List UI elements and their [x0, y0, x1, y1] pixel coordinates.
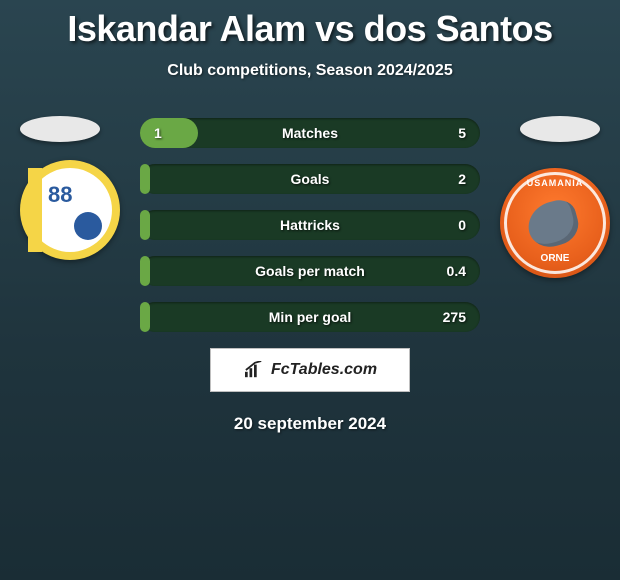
flag-left	[20, 116, 100, 142]
attribution-text: FcTables.com	[271, 361, 377, 379]
stat-value-right: 2	[458, 164, 466, 194]
club-badge-right: USAMANIA ORNE	[500, 168, 610, 278]
stat-value-right: 5	[458, 118, 466, 148]
stat-row: Min per goal275	[140, 302, 480, 332]
stat-row: Goals per match0.4	[140, 256, 480, 286]
badge-right-top-text: USAMANIA	[500, 178, 610, 188]
stat-label: Goals per match	[140, 256, 480, 286]
badge-left-number: 88	[48, 182, 72, 208]
stat-label: Min per goal	[140, 302, 480, 332]
soccer-ball-icon	[74, 212, 102, 240]
page-title: Iskandar Alam vs dos Santos	[0, 0, 620, 50]
attribution-box: FcTables.com	[210, 348, 410, 392]
chart-icon	[243, 361, 265, 379]
club-badge-left: 88	[20, 160, 120, 260]
badge-right-bottom-text: ORNE	[500, 253, 610, 264]
subtitle: Club competitions, Season 2024/2025	[0, 62, 620, 80]
stat-label: Goals	[140, 164, 480, 194]
date-text: 20 september 2024	[0, 414, 620, 434]
stat-row: Goals2	[140, 164, 480, 194]
stat-label: Matches	[140, 118, 480, 148]
stat-value-right: 0.4	[447, 256, 466, 286]
stat-label: Hattricks	[140, 210, 480, 240]
stat-rows: 1Matches5 Goals2 Hattricks0 Goals per match…	[140, 118, 480, 332]
stat-value-right: 0	[458, 210, 466, 240]
flag-right	[520, 116, 600, 142]
comparison-panel: 88 USAMANIA ORNE 1Matches5 Goals2 Hattrick…	[0, 118, 620, 434]
stat-value-right: 275	[443, 302, 466, 332]
stat-row: Hattricks0	[140, 210, 480, 240]
stat-row: 1Matches5	[140, 118, 480, 148]
